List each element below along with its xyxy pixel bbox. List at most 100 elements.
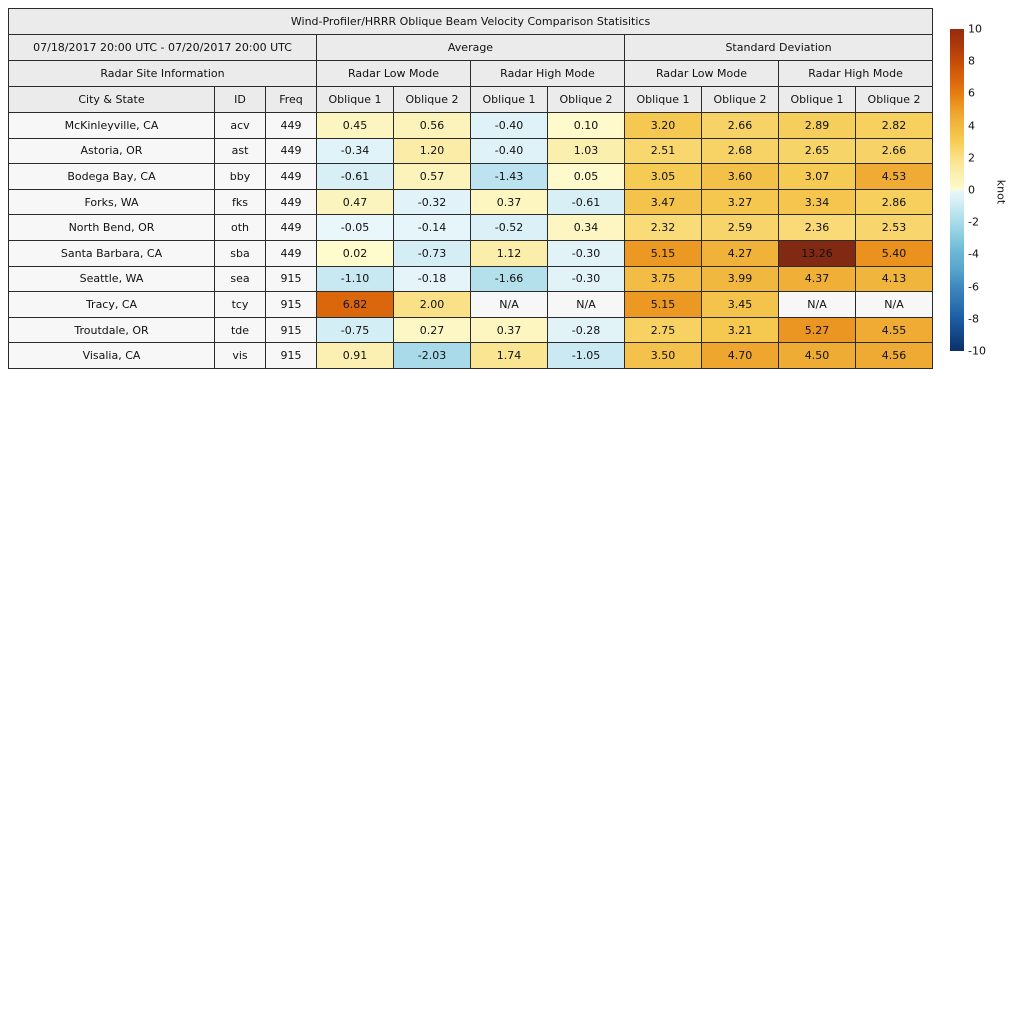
value-cell: 2.66 <box>701 112 779 139</box>
id-cell: ast <box>214 137 266 165</box>
freq-cell: 449 <box>265 137 317 165</box>
value-cell: 3.45 <box>701 291 779 318</box>
value-cell: 0.02 <box>316 239 394 267</box>
value-cell: 2.89 <box>778 112 856 139</box>
table-row: Astoria, OR ast 449 -0.34 1.20 -0.40 1.03 2.51 2… <box>8 137 934 165</box>
value-cell: 2.82 <box>854 112 934 139</box>
column-header-freq: Freq <box>265 86 317 113</box>
freq-cell: 449 <box>265 214 317 241</box>
value-cell: 4.50 <box>778 342 856 369</box>
value-cell: 2.66 <box>854 137 934 165</box>
value-cell: 5.27 <box>778 316 856 344</box>
value-cell: 1.12 <box>470 239 548 267</box>
table-row: McKinleyville, CA acv 449 0.45 0.56 -0.40 0.10… <box>8 112 934 139</box>
value-cell: N/A <box>854 291 934 318</box>
freq-cell: 449 <box>265 188 317 216</box>
freq-cell: 915 <box>265 265 317 293</box>
colorbar-tick-label: -8 <box>968 312 979 326</box>
value-cell: 2.75 <box>624 316 702 344</box>
value-cell: -0.32 <box>393 188 471 216</box>
stats-table: Wind-Profiler/HRRR Oblique Beam Velocity… <box>7 8 934 369</box>
value-cell: -0.05 <box>316 214 394 241</box>
value-cell: 3.60 <box>701 163 779 190</box>
table-row: Bodega Bay, CA bby 449 -0.61 0.57 -1.43 0.05 3.… <box>8 163 934 190</box>
value-cell: -0.30 <box>547 239 625 267</box>
value-cell: 3.21 <box>701 316 779 344</box>
value-cell: -1.66 <box>470 265 548 293</box>
freq-cell: 449 <box>265 112 317 139</box>
date-range-cell: 07/18/2017 20:00 UTC - 07/20/2017 20:00 … <box>8 34 317 61</box>
city-cell: McKinleyville, CA <box>8 112 215 139</box>
value-cell: -0.18 <box>393 265 471 293</box>
value-cell: 3.20 <box>624 112 702 139</box>
id-cell: bby <box>214 163 266 190</box>
colorbar-tick-label: -10 <box>968 344 986 358</box>
colorbar-unit-label: knot <box>994 179 1008 205</box>
value-cell: 3.07 <box>778 163 856 190</box>
table-row: Seattle, WA sea 915 -1.10 -0.18 -1.66 -0.30 3.7… <box>8 265 934 293</box>
average-group-header: Average <box>316 34 625 61</box>
mode-header-row: Radar Site Information Radar Low Mode Ra… <box>8 60 934 87</box>
freq-cell: 915 <box>265 342 317 369</box>
value-cell: 0.37 <box>470 188 548 216</box>
id-cell: vis <box>214 342 266 369</box>
column-header-oblique: Oblique 1 <box>624 86 702 113</box>
value-cell: N/A <box>470 291 548 318</box>
value-cell: 0.37 <box>470 316 548 344</box>
colorbar-tick-label: -6 <box>968 280 979 294</box>
column-header-oblique: Oblique 2 <box>854 86 934 113</box>
value-cell: 2.65 <box>778 137 856 165</box>
value-cell: 6.82 <box>316 291 394 318</box>
value-cell: 0.10 <box>547 112 625 139</box>
value-cell: 2.00 <box>393 291 471 318</box>
group-header-row: 07/18/2017 20:00 UTC - 07/20/2017 20:00 … <box>8 34 934 61</box>
value-cell: 5.15 <box>624 239 702 267</box>
city-cell: North Bend, OR <box>8 214 215 241</box>
city-cell: Santa Barbara, CA <box>8 239 215 267</box>
table-row: Troutdale, OR tde 915 -0.75 0.27 0.37 -0.28 2.7… <box>8 316 934 344</box>
value-cell: 4.37 <box>778 265 856 293</box>
value-cell: 4.53 <box>854 163 934 190</box>
colorbar-tick-label: -4 <box>968 247 979 261</box>
value-cell: 4.27 <box>701 239 779 267</box>
value-cell: 2.36 <box>778 214 856 241</box>
column-header-id: ID <box>214 86 266 113</box>
value-cell: N/A <box>778 291 856 318</box>
id-cell: acv <box>214 112 266 139</box>
table-row: Visalia, CA vis 915 0.91 -2.03 1.74 -1.05 3.50 4… <box>8 342 934 369</box>
value-cell: 3.27 <box>701 188 779 216</box>
freq-cell: 915 <box>265 291 317 318</box>
value-cell: 2.68 <box>701 137 779 165</box>
value-cell: 2.51 <box>624 137 702 165</box>
table-row: Tracy, CA tcy 915 6.82 2.00 N/A N/A 5.15 3.45 N/A… <box>8 291 934 318</box>
value-cell: 3.50 <box>624 342 702 369</box>
site-info-header: Radar Site Information <box>8 60 317 87</box>
table-body: McKinleyville, CA acv 449 0.45 0.56 -0.40 0.10… <box>8 112 934 369</box>
value-cell: 0.47 <box>316 188 394 216</box>
column-header-oblique: Oblique 2 <box>393 86 471 113</box>
id-cell: sba <box>214 239 266 267</box>
city-cell: Forks, WA <box>8 188 215 216</box>
freq-cell: 915 <box>265 316 317 344</box>
value-cell: 4.56 <box>854 342 934 369</box>
value-cell: -2.03 <box>393 342 471 369</box>
value-cell: 4.13 <box>854 265 934 293</box>
value-cell: 2.86 <box>854 188 934 216</box>
id-cell: tcy <box>214 291 266 318</box>
colorbar-tick-label: 2 <box>968 151 975 165</box>
column-header-oblique: Oblique 1 <box>316 86 394 113</box>
value-cell: -1.10 <box>316 265 394 293</box>
city-cell: Tracy, CA <box>8 291 215 318</box>
id-cell: fks <box>214 188 266 216</box>
value-cell: -0.61 <box>316 163 394 190</box>
value-cell: 3.47 <box>624 188 702 216</box>
colorbar-tick-label: 4 <box>968 119 975 133</box>
value-cell: 4.55 <box>854 316 934 344</box>
column-header-oblique: Oblique 2 <box>701 86 779 113</box>
city-cell: Seattle, WA <box>8 265 215 293</box>
colorbar-tick-label: -2 <box>968 215 979 229</box>
colorbar-tick-label: 10 <box>968 22 982 36</box>
city-cell: Bodega Bay, CA <box>8 163 215 190</box>
value-cell: 1.74 <box>470 342 548 369</box>
colorbar-tick-label: 0 <box>968 183 975 197</box>
